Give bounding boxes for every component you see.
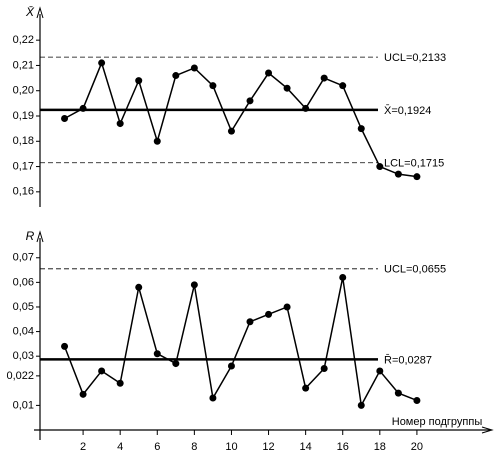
- x-tick-label: 20: [411, 441, 423, 453]
- data-point: [357, 401, 365, 409]
- data-point: [209, 394, 217, 402]
- control-line-label: R̄=0,0287: [384, 354, 432, 367]
- control-line-label: UCL=0,0655: [384, 264, 446, 276]
- y-tick-label: 0,16: [13, 186, 34, 198]
- y-tick-label: 0,07: [13, 252, 34, 264]
- data-point: [283, 303, 291, 311]
- y-axis-arrow: [36, 6, 44, 19]
- data-point: [413, 173, 421, 181]
- data-point: [79, 390, 87, 398]
- y-tick-label: 0,01: [13, 399, 34, 411]
- control-line-label: UCL=0,2133: [384, 52, 446, 64]
- y-axis-label: X̄: [25, 5, 35, 19]
- x-tick-label: 18: [374, 441, 386, 453]
- y-tick-label: 0,20: [13, 85, 34, 97]
- data-point: [172, 360, 180, 368]
- x-tick-label: 4: [117, 441, 123, 453]
- data-point: [246, 97, 254, 105]
- y-axis-arrow: [36, 230, 44, 243]
- y-tick-label: 0,06: [13, 276, 34, 288]
- data-point: [413, 396, 421, 404]
- data-line: [63, 277, 418, 408]
- y-tick-label: 0,03: [13, 350, 34, 362]
- x-tick-label: 8: [191, 441, 197, 453]
- data-point: [320, 364, 328, 372]
- y-tick-label: 0,17: [13, 160, 34, 172]
- y-tick-label: 0,04: [13, 325, 34, 337]
- data-point: [61, 342, 69, 350]
- data-point: [394, 170, 402, 178]
- y-tick-label: 0,19: [13, 110, 34, 122]
- data-point: [265, 69, 273, 77]
- data-point: [116, 379, 124, 387]
- data-point: [190, 64, 198, 72]
- data-line: [64, 60, 418, 178]
- y-tick-label: 0,05: [13, 301, 34, 313]
- data-point: [116, 120, 124, 128]
- data-point: [302, 384, 310, 392]
- data-point: [302, 104, 310, 112]
- y-tick-label: 0,22: [13, 34, 34, 46]
- data-point: [394, 389, 402, 397]
- data-point: [61, 115, 69, 123]
- control-line-label: LCL=0,1715: [384, 158, 444, 170]
- x-tick-label: 10: [225, 441, 237, 453]
- x-tick-label: 12: [262, 441, 274, 453]
- data-point: [339, 273, 347, 281]
- x-axis-label: Номер подгруппы: [392, 416, 483, 428]
- data-point: [357, 125, 365, 133]
- data-point: [79, 104, 87, 112]
- control-line-label: X̄=0,1924: [384, 104, 431, 117]
- data-point: [283, 84, 291, 92]
- y-tick-label: 0,21: [13, 59, 34, 71]
- data-point: [135, 77, 143, 85]
- x-tick-label: 2: [80, 441, 86, 453]
- data-point: [376, 163, 384, 171]
- data-point: [172, 72, 180, 80]
- data-point: [246, 318, 254, 326]
- data-point: [209, 82, 217, 90]
- y-tick-label: 0,18: [13, 135, 34, 147]
- data-point: [339, 82, 347, 90]
- data-point: [98, 367, 106, 375]
- data-point: [98, 59, 106, 67]
- data-point: [320, 74, 328, 82]
- y-axis-label: R: [26, 229, 35, 243]
- data-point: [265, 310, 273, 318]
- x-axis-arrow: [481, 426, 494, 434]
- data-point: [227, 127, 235, 135]
- data-point: [153, 137, 161, 145]
- x-tick-label: 14: [300, 441, 312, 453]
- y-tick-label: 0,022: [6, 370, 34, 382]
- data-point: [376, 367, 384, 375]
- x-tick-label: 6: [154, 441, 160, 453]
- data-point: [190, 281, 198, 289]
- data-point: [227, 362, 235, 370]
- data-point: [135, 283, 143, 291]
- x-tick-label: 16: [337, 441, 349, 453]
- data-point: [153, 350, 161, 358]
